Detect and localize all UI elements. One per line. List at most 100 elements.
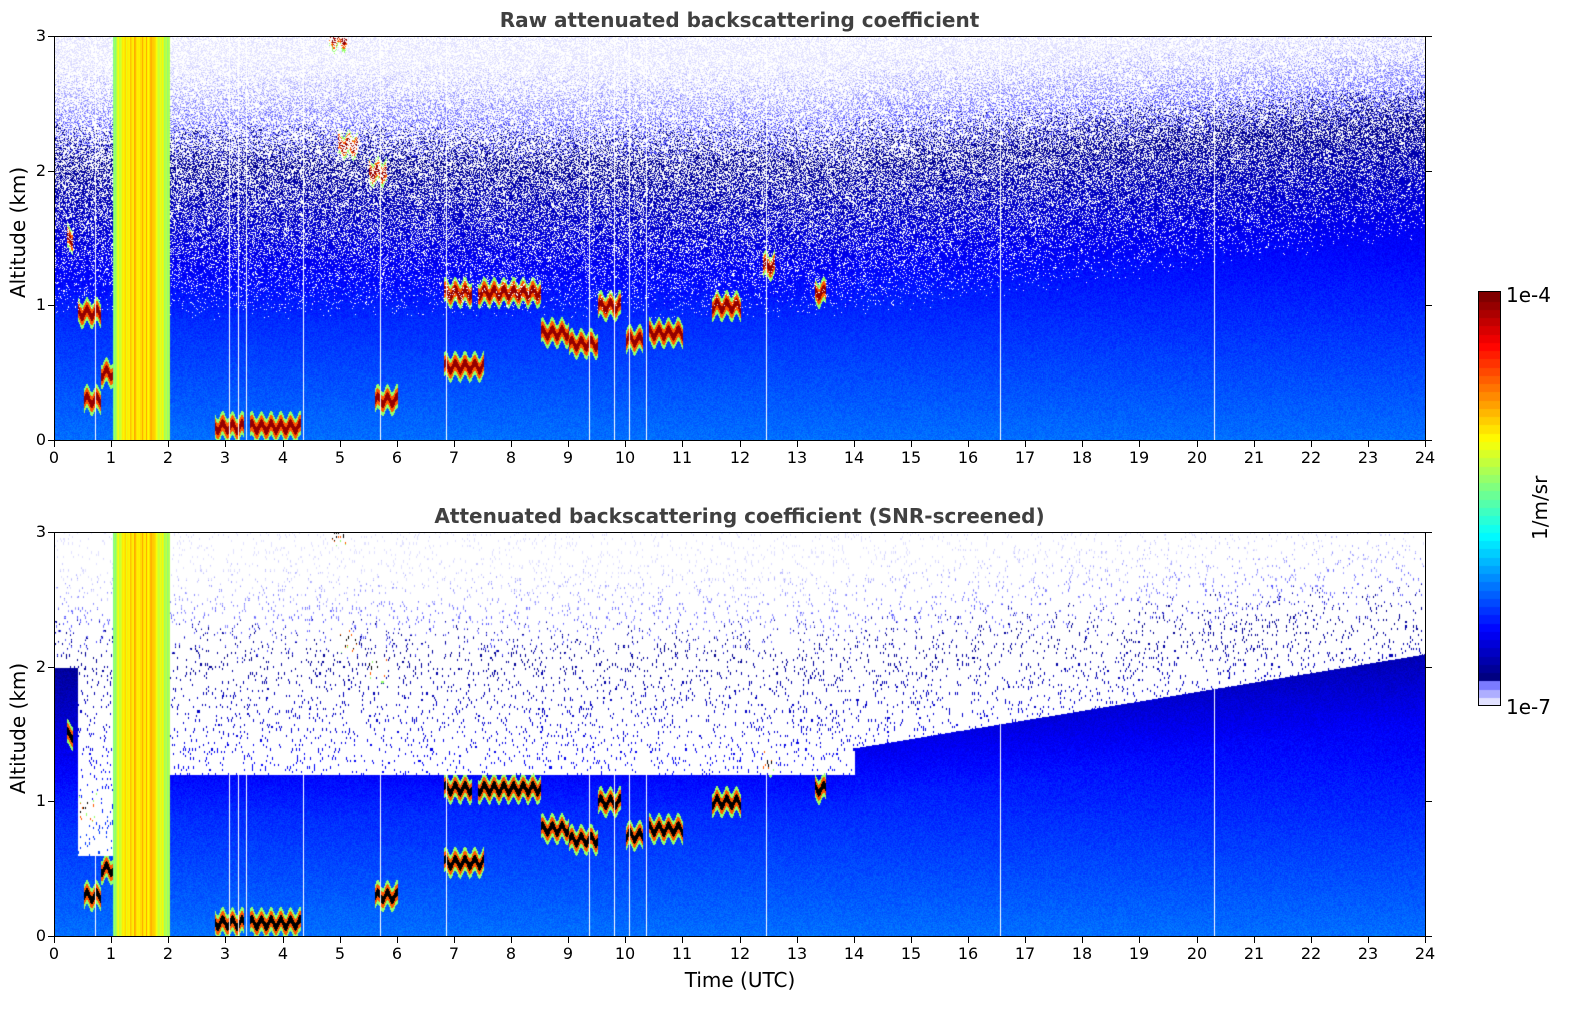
x-tick-mark	[1425, 937, 1426, 943]
x-tick-label: 1	[105, 944, 117, 963]
x-tick-mark	[968, 441, 969, 447]
x-tick-label: 4	[277, 944, 289, 963]
y-tick-mark-right	[1426, 171, 1432, 172]
bottom-xlabel: Time (UTC)	[684, 968, 796, 992]
x-tick-label: 4	[277, 448, 289, 467]
x-tick-mark	[1368, 937, 1369, 943]
x-tick-label: 23	[1357, 448, 1379, 467]
x-tick-label: 12	[729, 944, 751, 963]
y-tick-mark	[48, 532, 54, 533]
y-tick-label: 0	[35, 926, 46, 945]
y-tick-mark-right	[1426, 36, 1432, 37]
x-tick-label: 15	[900, 944, 922, 963]
x-tick-mark	[568, 937, 569, 943]
x-tick-mark	[511, 937, 512, 943]
bottom-plot-axes	[54, 532, 1426, 937]
x-tick-label: 24	[1414, 944, 1436, 963]
x-tick-label: 0	[48, 944, 60, 963]
x-tick-label: 11	[671, 944, 693, 963]
top-plot-axes	[54, 36, 1426, 441]
x-tick-label: 10	[614, 944, 636, 963]
x-tick-mark	[1368, 441, 1369, 447]
x-tick-label: 13	[786, 448, 808, 467]
x-tick-mark	[1139, 937, 1140, 943]
y-tick-mark	[48, 305, 54, 306]
x-tick-mark	[797, 441, 798, 447]
x-tick-mark	[1025, 441, 1026, 447]
y-tick-mark-right	[1426, 936, 1432, 937]
x-tick-label: 22	[1300, 448, 1322, 467]
y-tick-mark	[48, 801, 54, 802]
x-tick-label: 23	[1357, 944, 1379, 963]
x-tick-label: 22	[1300, 944, 1322, 963]
x-tick-label: 24	[1414, 448, 1436, 467]
x-tick-mark	[682, 937, 683, 943]
x-tick-mark	[1254, 937, 1255, 943]
x-tick-label: 14	[843, 448, 865, 467]
colorbar-unit-label: 1/m/sr	[1528, 475, 1552, 540]
x-tick-mark	[283, 441, 284, 447]
x-tick-mark	[1082, 937, 1083, 943]
x-tick-label: 20	[1186, 944, 1208, 963]
x-tick-label: 17	[1014, 448, 1036, 467]
x-tick-label: 18	[1071, 448, 1093, 467]
y-tick-label: 3	[35, 522, 46, 541]
x-tick-mark	[1025, 937, 1026, 943]
x-tick-mark	[740, 441, 741, 447]
x-tick-label: 9	[562, 448, 574, 467]
x-tick-mark	[225, 937, 226, 943]
y-tick-mark-right	[1426, 440, 1432, 441]
x-tick-mark	[111, 937, 112, 943]
x-tick-label: 13	[786, 944, 808, 963]
x-tick-mark	[911, 937, 912, 943]
x-tick-mark	[625, 441, 626, 447]
x-tick-mark	[168, 441, 169, 447]
x-tick-mark	[1139, 441, 1140, 447]
x-tick-label: 8	[505, 448, 517, 467]
x-tick-label: 10	[614, 448, 636, 467]
x-tick-mark	[1197, 937, 1198, 943]
x-tick-label: 1	[105, 448, 117, 467]
y-tick-mark-right	[1426, 667, 1432, 668]
bottom-plot-title: Attenuated backscattering coefficient (S…	[434, 504, 1045, 528]
x-tick-mark	[1197, 441, 1198, 447]
x-tick-label: 5	[334, 448, 346, 467]
x-tick-mark	[340, 937, 341, 943]
x-tick-mark	[1311, 937, 1312, 943]
x-tick-mark	[682, 441, 683, 447]
x-tick-mark	[740, 937, 741, 943]
colorbar-max-label: 1e-4	[1506, 283, 1551, 307]
y-tick-mark-right	[1426, 305, 1432, 306]
x-tick-mark	[54, 937, 55, 943]
x-tick-label: 19	[1128, 944, 1150, 963]
x-tick-label: 16	[957, 448, 979, 467]
bottom-heatmap	[55, 533, 1425, 936]
y-tick-label: 1	[35, 295, 46, 314]
x-tick-label: 8	[505, 944, 517, 963]
x-tick-mark	[568, 441, 569, 447]
x-tick-label: 7	[448, 448, 460, 467]
x-tick-label: 18	[1071, 944, 1093, 963]
x-tick-mark	[168, 937, 169, 943]
top-ylabel: Altitude (km)	[6, 166, 30, 298]
y-tick-mark	[48, 36, 54, 37]
y-tick-label: 3	[35, 26, 46, 45]
y-tick-label: 1	[35, 791, 46, 810]
x-tick-label: 14	[843, 944, 865, 963]
x-tick-mark	[454, 937, 455, 943]
x-tick-mark	[111, 441, 112, 447]
x-tick-mark	[854, 441, 855, 447]
x-tick-label: 16	[957, 944, 979, 963]
x-tick-label: 21	[1243, 448, 1265, 467]
x-tick-label: 20	[1186, 448, 1208, 467]
x-tick-mark	[397, 937, 398, 943]
x-tick-label: 7	[448, 944, 460, 963]
y-tick-label: 0	[35, 430, 46, 449]
y-tick-label: 2	[35, 657, 46, 676]
x-tick-label: 3	[219, 944, 231, 963]
x-tick-mark	[625, 937, 626, 943]
x-tick-label: 3	[219, 448, 231, 467]
x-tick-label: 9	[562, 944, 574, 963]
x-tick-mark	[1425, 441, 1426, 447]
y-tick-mark-right	[1426, 801, 1432, 802]
